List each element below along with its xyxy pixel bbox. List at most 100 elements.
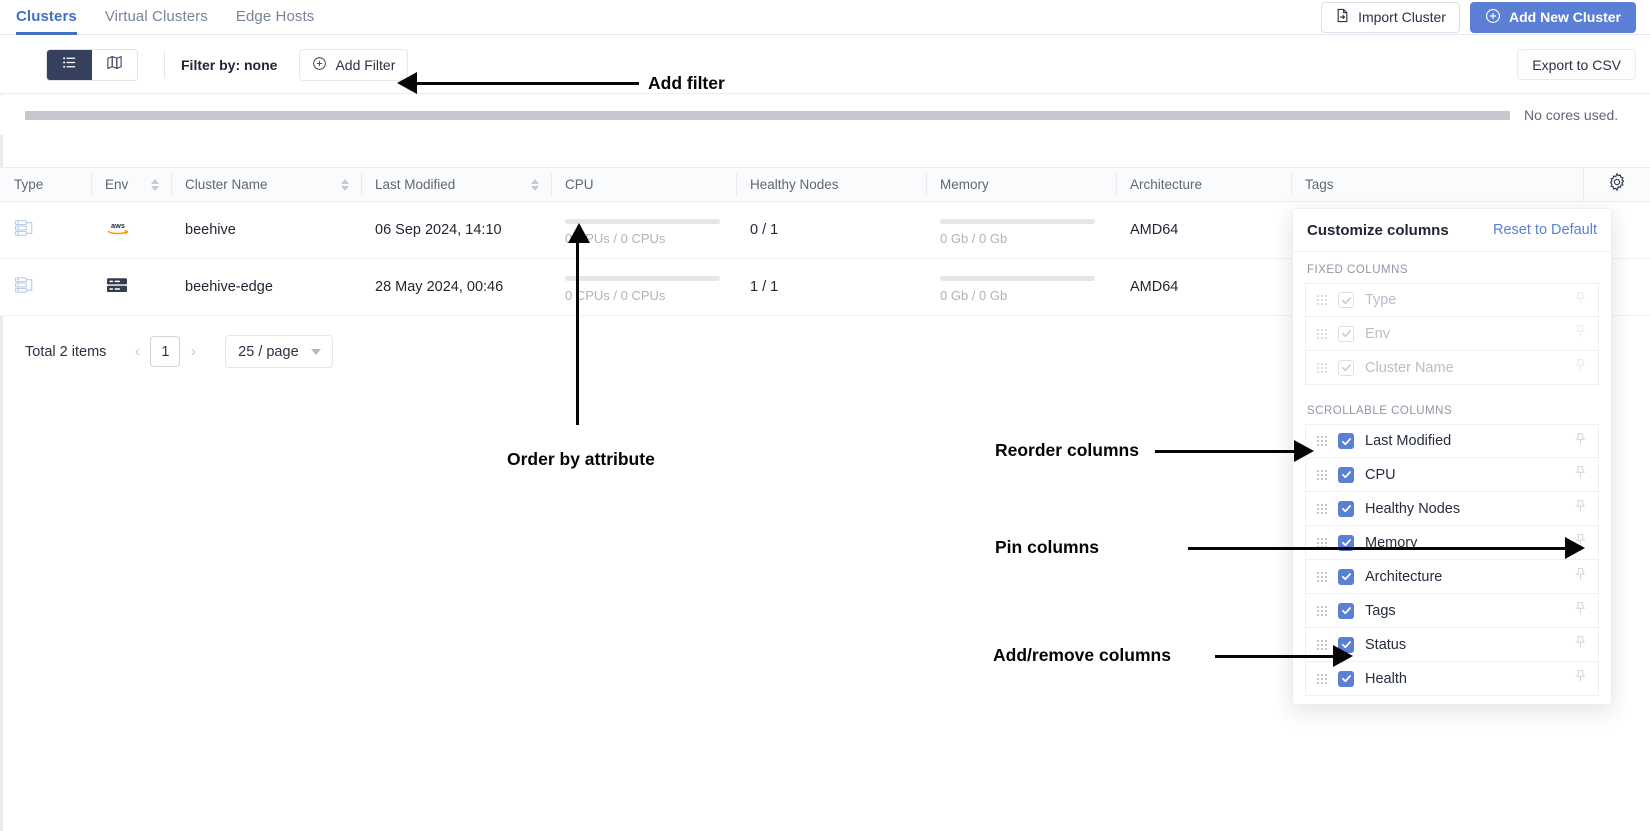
column-option-memory[interactable]: Memory (1305, 526, 1599, 560)
drag-handle-icon[interactable] (1317, 673, 1327, 684)
page-size-select[interactable]: 25 / page (225, 335, 334, 368)
export-to-csv-label: Export to CSV (1532, 56, 1621, 73)
annotation-arrowhead-order-by (568, 223, 590, 243)
annotation-line-order-by (576, 243, 579, 425)
pin-icon[interactable] (1574, 432, 1587, 451)
customize-columns-title: Customize columns (1307, 221, 1449, 239)
pin-icon[interactable] (1574, 601, 1587, 620)
sort-toggle-last-modified[interactable] (531, 178, 539, 191)
checkbox-env (1338, 325, 1354, 342)
column-header-last-modified-label: Last Modified (375, 177, 456, 192)
export-to-csv-button[interactable]: Export to CSV (1517, 49, 1636, 80)
reset-to-default-button[interactable]: Reset to Default (1493, 222, 1597, 238)
column-header-env[interactable]: Env (91, 167, 171, 202)
prev-page-button[interactable]: ‹ (134, 343, 140, 360)
header-divider (926, 173, 927, 196)
column-option-status-label: Status (1365, 636, 1407, 653)
customize-columns-gear-button[interactable] (1583, 167, 1650, 202)
checkbox-health[interactable] (1338, 670, 1354, 687)
drag-handle-icon[interactable] (1317, 503, 1327, 514)
tab-virtual-clusters[interactable]: Virtual Clusters (104, 7, 208, 25)
column-header-cluster-name[interactable]: Cluster Name (171, 167, 361, 202)
checkbox-memory[interactable] (1338, 534, 1354, 551)
header-divider (736, 173, 737, 196)
cpu-usage-bar (565, 218, 720, 224)
add-new-cluster-button[interactable]: Add New Cluster (1469, 1, 1636, 33)
view-toggle-group (46, 48, 138, 81)
checkbox-type (1338, 292, 1354, 308)
column-header-cluster-name-label: Cluster Name (185, 177, 268, 192)
fixed-columns-list: Type Env Cluster Name (1293, 283, 1611, 393)
column-option-tags[interactable]: Tags (1305, 594, 1599, 628)
next-page-button[interactable]: › (190, 343, 196, 360)
drag-handle-icon[interactable] (1317, 605, 1327, 616)
annotation-arrowhead-reorder (1294, 440, 1314, 462)
column-option-memory-label: Memory (1365, 534, 1418, 551)
checkbox-tags[interactable] (1338, 602, 1354, 619)
customize-columns-panel: Customize columns Reset to Default FIXED… (1292, 208, 1612, 705)
column-option-env-label: Env (1365, 325, 1390, 342)
drag-handle-icon[interactable] (1317, 537, 1327, 548)
map-view-button[interactable] (92, 49, 137, 80)
drag-handle-icon[interactable] (1317, 436, 1327, 446)
drag-handle-icon (1317, 295, 1327, 305)
column-option-health-label: Health (1365, 670, 1407, 687)
checkbox-healthy-nodes[interactable] (1338, 500, 1354, 517)
import-icon (1335, 8, 1350, 26)
horizontal-scrollbar[interactable] (25, 110, 1510, 120)
page-number-1[interactable]: 1 (150, 336, 181, 367)
checkbox-cpu[interactable] (1338, 466, 1354, 483)
cell-cluster-name[interactable]: beehive (185, 222, 236, 238)
column-header-healthy-nodes-label: Healthy Nodes (750, 177, 839, 192)
cell-architecture: AMD64 (1130, 222, 1179, 238)
header-divider (551, 173, 552, 196)
pin-icon (1574, 358, 1587, 377)
total-items-label: Total 2 items (25, 343, 107, 360)
cell-cluster-name[interactable]: beehive-edge (185, 279, 273, 295)
column-option-health[interactable]: Health (1305, 662, 1599, 696)
pin-icon[interactable] (1574, 669, 1587, 688)
annotation-line-add-filter (417, 82, 639, 85)
table-header-row: Type Env Cluster Name Last Modified CPU … (0, 167, 1650, 202)
list-view-button[interactable] (47, 49, 92, 80)
import-cluster-button[interactable]: Import Cluster (1321, 1, 1460, 33)
cluster-icon (14, 219, 36, 241)
scrollable-columns-section-label: SCROLLABLE COLUMNS (1307, 405, 1453, 417)
svg-text:aws: aws (111, 221, 125, 230)
tab-edge-hosts[interactable]: Edge Hosts (235, 7, 315, 25)
chevron-down-icon (310, 348, 321, 355)
column-option-architecture[interactable]: Architecture (1305, 560, 1599, 594)
aws-icon: aws (105, 219, 131, 241)
checkbox-last-modified[interactable] (1338, 433, 1354, 449)
scrollable-columns-list: Last Modified CPU He (1293, 424, 1611, 704)
memory-usage-bar (940, 218, 1095, 224)
pin-icon[interactable] (1574, 567, 1587, 586)
annotation-arrowhead-add-remove (1333, 645, 1353, 667)
column-header-tags: Tags (1291, 167, 1611, 202)
column-option-cluster-name: Cluster Name (1305, 351, 1599, 385)
drag-handle-icon[interactable] (1317, 469, 1327, 480)
checkbox-architecture[interactable] (1338, 568, 1354, 585)
sort-toggle-env[interactable] (151, 178, 159, 191)
column-header-last-modified[interactable]: Last Modified (361, 167, 551, 202)
column-header-memory-label: Memory (940, 177, 989, 192)
pin-icon[interactable] (1574, 465, 1587, 484)
column-header-cpu-label: CPU (565, 177, 594, 192)
sort-toggle-cluster-name[interactable] (341, 178, 349, 191)
tab-clusters[interactable]: Clusters (16, 0, 77, 35)
column-option-healthy-nodes[interactable]: Healthy Nodes (1305, 492, 1599, 526)
column-header-env-label: Env (105, 177, 129, 192)
column-option-cpu[interactable]: CPU (1305, 458, 1599, 492)
drag-handle-icon[interactable] (1317, 571, 1327, 582)
cell-memory: 0 Gb / 0 Gb (926, 259, 1116, 316)
column-option-architecture-label: Architecture (1365, 568, 1443, 585)
column-option-last-modified[interactable]: Last Modified (1305, 424, 1599, 458)
add-filter-button[interactable]: Add Filter (299, 48, 409, 81)
drag-handle-icon[interactable] (1317, 639, 1327, 650)
pin-icon[interactable] (1574, 635, 1587, 654)
pin-icon[interactable] (1574, 499, 1587, 518)
cell-type (0, 259, 91, 316)
column-header-type-label: Type (14, 177, 44, 192)
drag-handle-icon (1317, 362, 1327, 373)
pin-icon (1574, 291, 1587, 310)
